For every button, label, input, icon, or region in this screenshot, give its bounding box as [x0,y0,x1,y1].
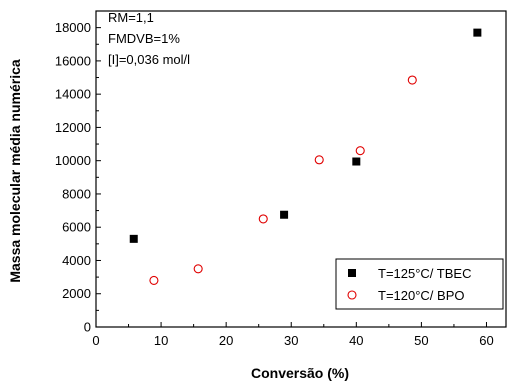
legend-label-tbec: T=125°C/ TBEC [378,266,471,281]
y-tick-label: 4000 [62,253,91,268]
tick-labels: 0 10 20 30 40 50 60 0 2000 4000 6000 8000 10000 12000… [55,20,494,348]
annotation-initiator: [I]=0,036 mol/l [108,52,190,67]
x-tick-label: 10 [154,333,168,348]
y-axis-title: Massa molecular média numérica [7,59,23,283]
annotation-block: RM=1,1 FMDVB=1% [I]=0,036 mol/l [108,10,190,67]
legend-marker-bpo [347,290,357,300]
y-tick-label: 2000 [62,286,91,301]
annotation-fmdvb: FMDVB=1% [108,31,180,46]
y-tick-label: 18000 [55,20,91,35]
x-axis-title: Conversão (%) [251,365,349,381]
x-tick-label: 40 [349,333,363,348]
data-point-bpo [149,275,159,285]
y-tick-label: 10000 [55,153,91,168]
annotation-rm: RM=1,1 [108,10,154,25]
plot-frame [95,10,507,328]
data-point-bpo [407,75,417,85]
x-tick-label: 20 [219,333,233,348]
legend: T=125°C/ TBEC T=120°C/ BPO [335,258,504,310]
y-tick-label: 0 [84,320,91,335]
x-tick-label: 50 [414,333,428,348]
data-point-bpo [258,214,268,224]
legend-label-bpo: T=120°C/ BPO [378,288,465,303]
data-point-bpo [193,264,203,274]
data-point-bpo [314,155,324,165]
x-tick-label: 30 [284,333,298,348]
data-point-bpo [355,146,365,156]
y-tick-label: 16000 [55,53,91,68]
y-tick-label: 12000 [55,120,91,135]
x-tick-label: 60 [479,333,493,348]
y-tick-label: 6000 [62,220,91,235]
data-point-tbec [129,234,138,243]
y-tick-label: 8000 [62,186,91,201]
data-point-tbec [473,28,482,37]
x-tick-label: 0 [92,333,99,348]
data-points [129,28,482,285]
data-point-tbec [280,210,289,219]
legend-marker-tbec [348,269,356,277]
data-point-tbec [352,157,361,166]
y-tick-label: 14000 [55,87,91,102]
legend-box [335,258,504,310]
